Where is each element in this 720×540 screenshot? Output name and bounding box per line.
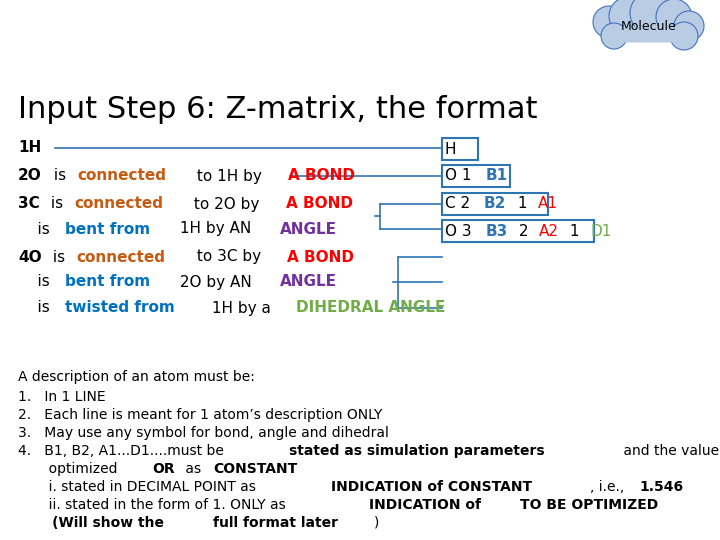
Text: A2: A2: [539, 224, 559, 239]
Text: A description of an atom must be:: A description of an atom must be:: [18, 370, 255, 384]
Text: bent from: bent from: [66, 274, 150, 289]
Ellipse shape: [609, 0, 647, 35]
Text: O 3: O 3: [445, 224, 477, 239]
Text: 2O by AN: 2O by AN: [175, 274, 257, 289]
Text: 1H by AN: 1H by AN: [175, 221, 256, 237]
Text: full format later: full format later: [212, 516, 338, 530]
Text: ANGLE: ANGLE: [280, 221, 337, 237]
FancyBboxPatch shape: [442, 138, 478, 160]
Text: is: is: [18, 221, 55, 237]
Text: A BOND: A BOND: [287, 197, 354, 212]
Text: bent from: bent from: [66, 221, 150, 237]
Text: is: is: [46, 197, 68, 212]
Ellipse shape: [670, 22, 698, 50]
Text: 2O: 2O: [18, 168, 42, 184]
Text: connected: connected: [74, 197, 163, 212]
Text: 1H by a: 1H by a: [207, 300, 276, 315]
Text: INDICATION of CONSTANT: INDICATION of CONSTANT: [330, 480, 531, 494]
Text: is: is: [48, 249, 71, 265]
Text: H: H: [445, 141, 456, 157]
Ellipse shape: [601, 23, 627, 49]
Text: is: is: [49, 168, 71, 184]
Text: 2: 2: [514, 224, 534, 239]
FancyBboxPatch shape: [606, 26, 690, 43]
FancyBboxPatch shape: [442, 220, 594, 242]
Text: connected: connected: [77, 249, 166, 265]
Text: DIHEDRAL ANGLE: DIHEDRAL ANGLE: [296, 300, 445, 315]
Text: 1: 1: [513, 197, 532, 212]
Ellipse shape: [593, 6, 625, 38]
Text: A1: A1: [538, 197, 557, 212]
Text: is: is: [18, 274, 55, 289]
Text: connected: connected: [77, 168, 166, 184]
Text: B2: B2: [484, 197, 506, 212]
Text: optimized: optimized: [18, 462, 122, 476]
Text: 2.   Each line is meant for 1 atom’s description ONLY: 2. Each line is meant for 1 atom’s descr…: [18, 408, 382, 422]
Text: ANGLE: ANGLE: [280, 274, 338, 289]
Text: 1H: 1H: [18, 140, 41, 156]
Text: A BOND: A BOND: [287, 249, 354, 265]
Text: CONSTANT: CONSTANT: [213, 462, 297, 476]
Text: 3C: 3C: [18, 197, 40, 212]
Text: A BOND: A BOND: [288, 168, 356, 184]
Text: i. stated in DECIMAL POINT as: i. stated in DECIMAL POINT as: [18, 480, 260, 494]
Text: to 3C by: to 3C by: [192, 249, 266, 265]
Text: and the value will be: and the value will be: [619, 444, 720, 458]
Text: , i.e.,: , i.e.,: [590, 480, 629, 494]
FancyBboxPatch shape: [442, 165, 510, 187]
Text: is: is: [18, 300, 55, 315]
Text: 1: 1: [565, 224, 585, 239]
Text: Input Step 6: Z-matrix, the format: Input Step 6: Z-matrix, the format: [18, 95, 538, 124]
Text: twisted from: twisted from: [66, 300, 175, 315]
Text: 3.   May use any symbol for bond, angle and dihedral: 3. May use any symbol for bond, angle an…: [18, 426, 389, 440]
Text: 4O: 4O: [18, 249, 42, 265]
Text: D1: D1: [590, 224, 611, 239]
Text: B3: B3: [486, 224, 508, 239]
Text: (Will show the: (Will show the: [18, 516, 169, 530]
Text: as: as: [181, 462, 206, 476]
Text: Molecule: Molecule: [621, 21, 677, 33]
Text: ): ): [374, 516, 379, 530]
Ellipse shape: [630, 0, 672, 34]
Text: TO BE OPTIMIZED: TO BE OPTIMIZED: [520, 498, 658, 512]
Text: to 1H by: to 1H by: [192, 168, 266, 184]
Text: ii. stated in the form of 1. ONLY as: ii. stated in the form of 1. ONLY as: [18, 498, 290, 512]
Text: C 2: C 2: [445, 197, 475, 212]
Text: O 1: O 1: [445, 168, 477, 184]
Text: 1.546: 1.546: [640, 480, 684, 494]
Text: 1.   In 1 LINE: 1. In 1 LINE: [18, 390, 106, 404]
Ellipse shape: [674, 11, 704, 41]
Text: to 2O by: to 2O by: [189, 197, 264, 212]
Text: B1: B1: [485, 168, 508, 184]
Ellipse shape: [656, 0, 692, 35]
Text: INDICATION of: INDICATION of: [369, 498, 486, 512]
FancyBboxPatch shape: [442, 193, 548, 215]
Text: 4.   B1, B2, A1...D1....must be: 4. B1, B2, A1...D1....must be: [18, 444, 228, 458]
Text: stated as simulation parameters: stated as simulation parameters: [289, 444, 545, 458]
Text: OR: OR: [152, 462, 175, 476]
